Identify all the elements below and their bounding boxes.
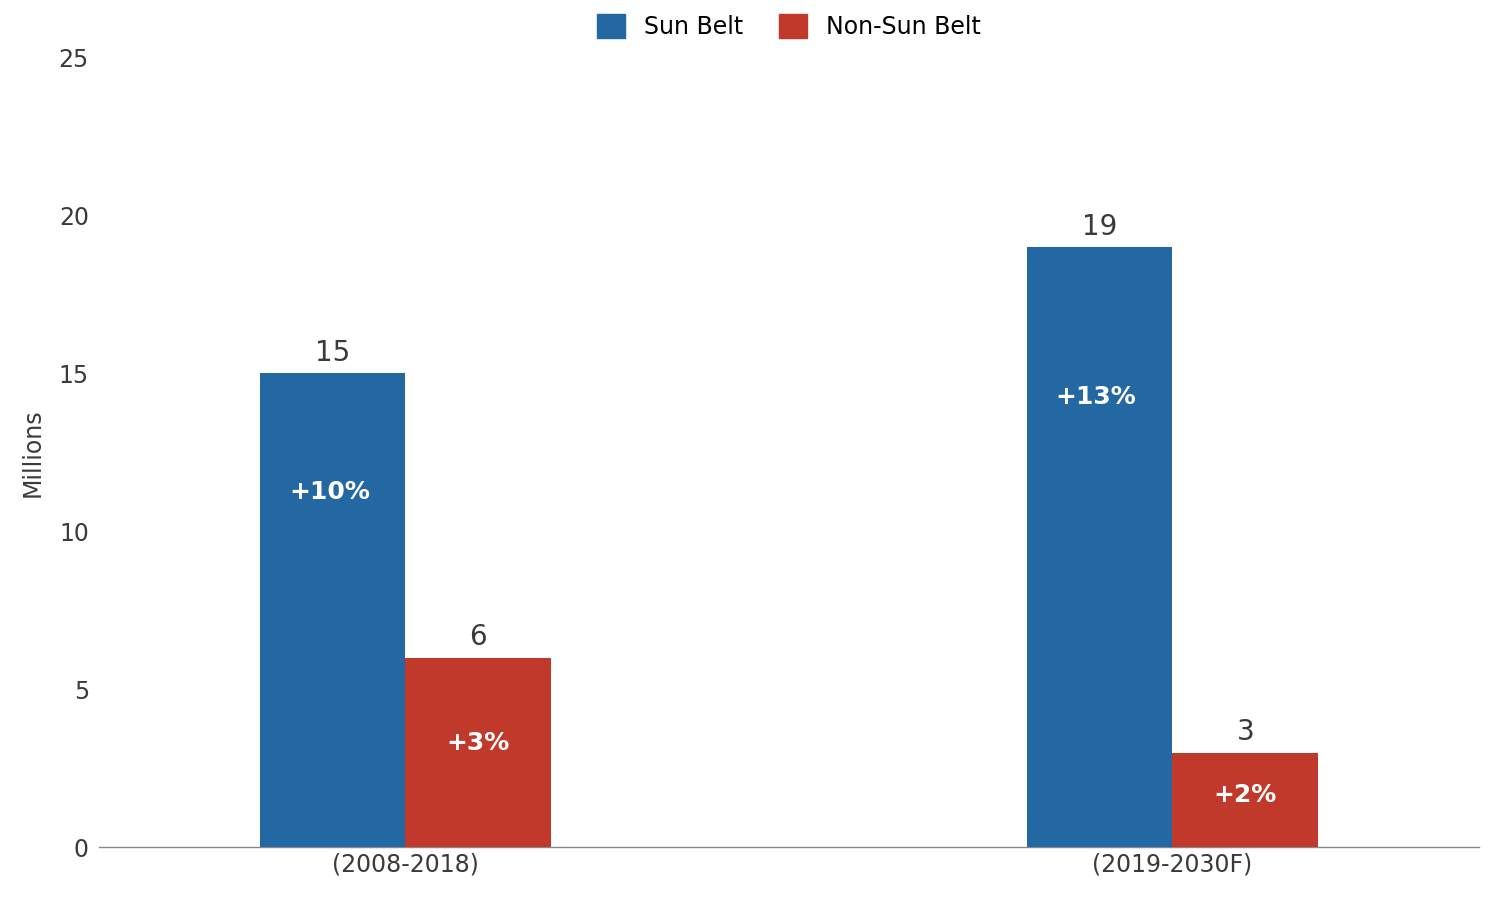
Text: 3: 3	[1236, 718, 1254, 746]
Text: 19: 19	[1082, 213, 1118, 240]
Bar	[1026, 247, 1173, 848]
Text: 15: 15	[315, 339, 350, 367]
Bar	[260, 373, 405, 848]
Text: +3%: +3%	[447, 731, 510, 755]
Bar	[405, 658, 550, 848]
Bar	[1173, 753, 1318, 848]
Text: +13%: +13%	[1056, 385, 1137, 409]
Y-axis label: Millions: Millions	[21, 408, 45, 497]
Text: +10%: +10%	[290, 480, 370, 504]
Text: +2%: +2%	[1214, 783, 1276, 807]
Text: 6: 6	[470, 623, 488, 651]
Legend: Sun Belt, Non-Sun Belt: Sun Belt, Non-Sun Belt	[597, 13, 981, 39]
